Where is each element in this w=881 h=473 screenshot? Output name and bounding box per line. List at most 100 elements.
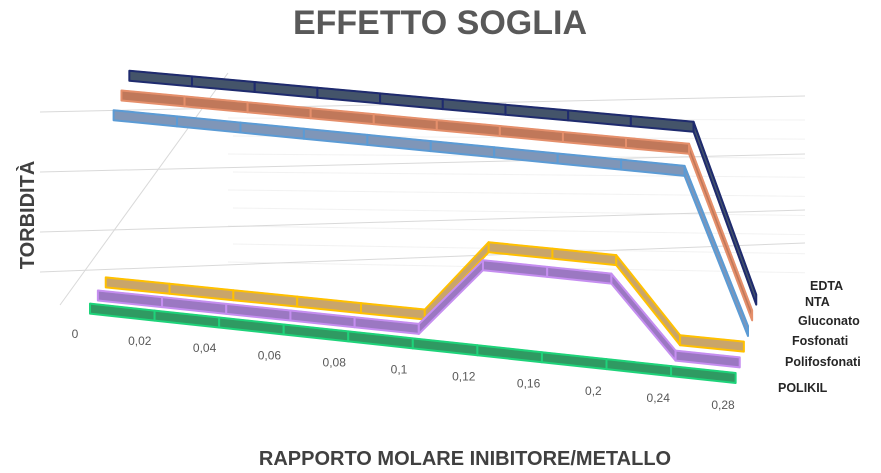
ribbon-edge (675, 349, 740, 359)
ribbon-edge (247, 101, 311, 109)
ribbon-edge (615, 254, 681, 336)
floor-edge-left (59, 72, 229, 306)
ribbon-edge (290, 309, 355, 318)
series-fosfonati (104, 241, 745, 353)
x-tick-labels: 0 0,02 0,04 0,06 0,08 0,1 0,12 0,16 0,2 0,24 0,28 (72, 327, 735, 412)
x-tick-label: 0,28 (711, 398, 735, 412)
chart-title: EFFETTO SOGLIA (293, 4, 587, 42)
x-tick-label: 0 (72, 327, 79, 341)
x-tick-label: 0,08 (323, 355, 347, 369)
ribbon-edge (317, 86, 381, 95)
series-polikil (89, 302, 737, 385)
ribbon-edge (679, 334, 744, 343)
ribbon-edge (482, 259, 548, 268)
ribbon-segment (282, 323, 350, 343)
ribbon-edge (436, 119, 500, 127)
ribbon-edge (621, 158, 685, 167)
ribbon-edge (121, 89, 185, 98)
ribbon-edge (683, 165, 749, 327)
ribbon-edge (688, 143, 753, 311)
ribbon-edge (424, 241, 490, 311)
x-tick-label: 0,2 (585, 384, 602, 398)
ribbon-edge (625, 137, 690, 145)
ribbon-edge (367, 134, 431, 142)
ribbon-edge (97, 289, 163, 298)
series-label-edta: EDTA (810, 279, 843, 293)
x-tick-label: 0,24 (647, 391, 671, 405)
ribbon-segment (417, 259, 484, 335)
ribbon-edge (505, 104, 569, 112)
ribbon-edge (233, 289, 298, 298)
ribbon-edge (670, 365, 736, 374)
grid-line (232, 171, 806, 178)
series-label-gluconato: Gluconato (798, 314, 860, 328)
x-tick-label: 0,04 (193, 341, 217, 355)
ribbon-edge (105, 276, 170, 285)
grid-line (39, 242, 806, 273)
x-tick-label: 0,06 (258, 348, 282, 362)
series-edta (128, 69, 758, 306)
ribbon-segment (218, 316, 285, 336)
ribbon-edge (557, 152, 622, 161)
ribbon-edge (430, 140, 495, 149)
ribbon-segment (353, 316, 420, 335)
ribbon-edge (161, 296, 227, 305)
ribbon-edge (310, 107, 374, 115)
ribbon-edge (494, 146, 558, 155)
grid-line (39, 209, 806, 233)
grid-line (39, 153, 806, 173)
ribbon-edge (89, 302, 155, 312)
series-gluconato (112, 109, 749, 337)
ribbon-segment (225, 302, 292, 322)
ribbon-edge (568, 109, 631, 117)
ribbon-edge (169, 283, 234, 291)
series-label-polifosfonati: Polifosfonati (785, 355, 861, 369)
ribbon-edge (606, 358, 672, 367)
ribbon-edge (176, 115, 241, 124)
ribbon-edge (412, 337, 478, 347)
ribbon-edge (499, 125, 563, 133)
ribbon-edge (113, 109, 178, 118)
ribbon-edge (547, 266, 612, 275)
x-tick-label: 0,16 (517, 377, 541, 391)
ribbon-edge (297, 295, 362, 304)
ribbon-edge (240, 121, 304, 130)
ribbon-edge (303, 127, 368, 136)
ribbon-edge (129, 69, 193, 78)
ribbon-segment (674, 349, 741, 369)
series-label-nta: NTA (805, 295, 830, 309)
ribbon-edge (154, 309, 220, 319)
grid-line (232, 207, 806, 216)
series-ribbons (89, 69, 758, 385)
ribbon-edge (442, 98, 506, 106)
ribbon-edge (254, 81, 318, 89)
ribbon-edge (552, 247, 617, 256)
ribbon-edge (354, 316, 419, 325)
ribbon-edge (360, 302, 425, 311)
series-label-polikil: POLIKIL (778, 381, 828, 395)
series-polifosfonati (96, 259, 741, 369)
ribbon-edge (692, 121, 757, 295)
ribbon-edge (541, 351, 607, 360)
ribbon-edge (610, 273, 677, 352)
series-labels: EDTA NTA Gluconato Fosfonati Polifosfonati PO… (778, 279, 861, 395)
x-tick-label: 0,1 (391, 363, 408, 377)
ribbon-edge (477, 344, 543, 353)
ribbon-segment (161, 296, 228, 315)
ribbon-edge (488, 241, 553, 250)
ribbon-segment (670, 365, 737, 385)
ribbon-segment (476, 344, 543, 364)
ribbon-edge (562, 131, 627, 139)
series-nta (120, 89, 754, 322)
x-tick-label: 0,02 (128, 334, 152, 348)
ribbon-segment (481, 259, 549, 278)
ribbon-edge (184, 95, 248, 104)
ribbon-edge (226, 303, 291, 312)
ribbon-edge (191, 75, 255, 83)
x-tick-label: 0,12 (452, 370, 476, 384)
ribbon-segment (289, 309, 356, 329)
ribbon-edge (418, 259, 484, 325)
ribbon-edge (219, 316, 284, 326)
ribbon-segment (411, 337, 479, 357)
